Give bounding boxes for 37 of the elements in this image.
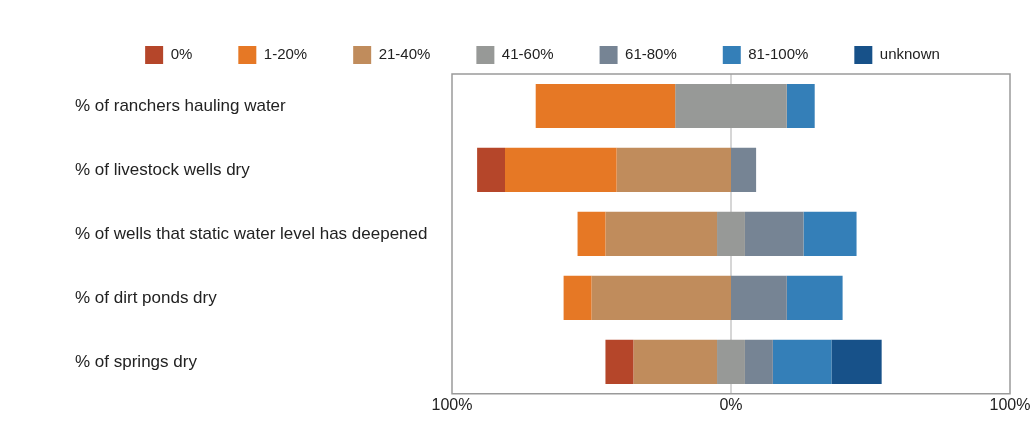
bar [563, 275, 592, 320]
x-tick-label: 100% [431, 395, 473, 413]
bar [577, 211, 606, 256]
legend-label: 21-40% [378, 45, 431, 63]
y-tick-label: % of springs dry [75, 351, 198, 371]
legend-label: 0% [170, 45, 193, 63]
y-tick-label: % of wells that static water level has deepened [75, 223, 428, 243]
bar [605, 211, 718, 256]
legend-label: 61-80% [625, 45, 677, 63]
bar [477, 147, 506, 193]
bar [717, 211, 745, 256]
x-tick-label: 100% [989, 395, 1031, 413]
bar [803, 211, 857, 256]
legend-label: 81-100% [748, 45, 809, 63]
bar [675, 83, 787, 129]
bar [731, 147, 757, 193]
legend-label: 41-60% [501, 45, 554, 63]
bar [535, 83, 676, 129]
bar [831, 339, 882, 384]
bar [633, 339, 718, 384]
legend-label: unknown [879, 45, 940, 63]
bar [731, 275, 787, 320]
bar [591, 275, 731, 320]
y-tick-label: % of dirt ponds dry [75, 287, 218, 307]
bar [772, 339, 832, 384]
x-tick-label: 0% [719, 395, 743, 413]
bar [605, 339, 634, 384]
legend-label: 1-20% [263, 45, 308, 63]
bar [616, 147, 731, 193]
bar [505, 147, 617, 193]
y-tick-label: % of livestock wells dry [75, 159, 251, 179]
y-tick-label: % of ranchers hauling water [75, 95, 287, 115]
bar [717, 339, 745, 384]
bar [786, 83, 815, 129]
bar [744, 339, 773, 384]
bar [744, 211, 804, 256]
bar [786, 275, 843, 320]
